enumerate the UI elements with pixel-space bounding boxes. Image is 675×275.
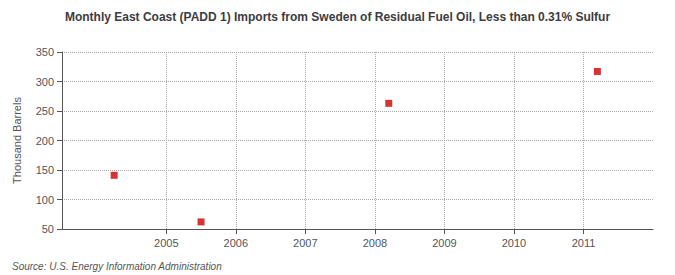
svg-text:2008: 2008 (363, 237, 387, 249)
svg-text:300: 300 (36, 76, 54, 88)
svg-text:350: 350 (36, 46, 54, 58)
svg-text:2010: 2010 (502, 237, 526, 249)
svg-text:200: 200 (36, 135, 54, 147)
svg-text:2007: 2007 (293, 237, 317, 249)
svg-text:Monthly East Coast (PADD 1) Im: Monthly East Coast (PADD 1) Imports from… (65, 10, 611, 24)
svg-text:2009: 2009 (432, 237, 456, 249)
svg-text:100: 100 (36, 194, 54, 206)
svg-text:250: 250 (36, 105, 54, 117)
svg-text:2005: 2005 (154, 237, 178, 249)
svg-text:150: 150 (36, 164, 54, 176)
svg-text:2006: 2006 (224, 237, 248, 249)
svg-text:Source: U.S. Energy Informatio: Source: U.S. Energy Information Administ… (12, 261, 222, 272)
svg-text:2011: 2011 (572, 237, 596, 249)
svg-text:Thousand Barrels: Thousand Barrels (11, 97, 23, 184)
svg-text:50: 50 (42, 223, 54, 235)
